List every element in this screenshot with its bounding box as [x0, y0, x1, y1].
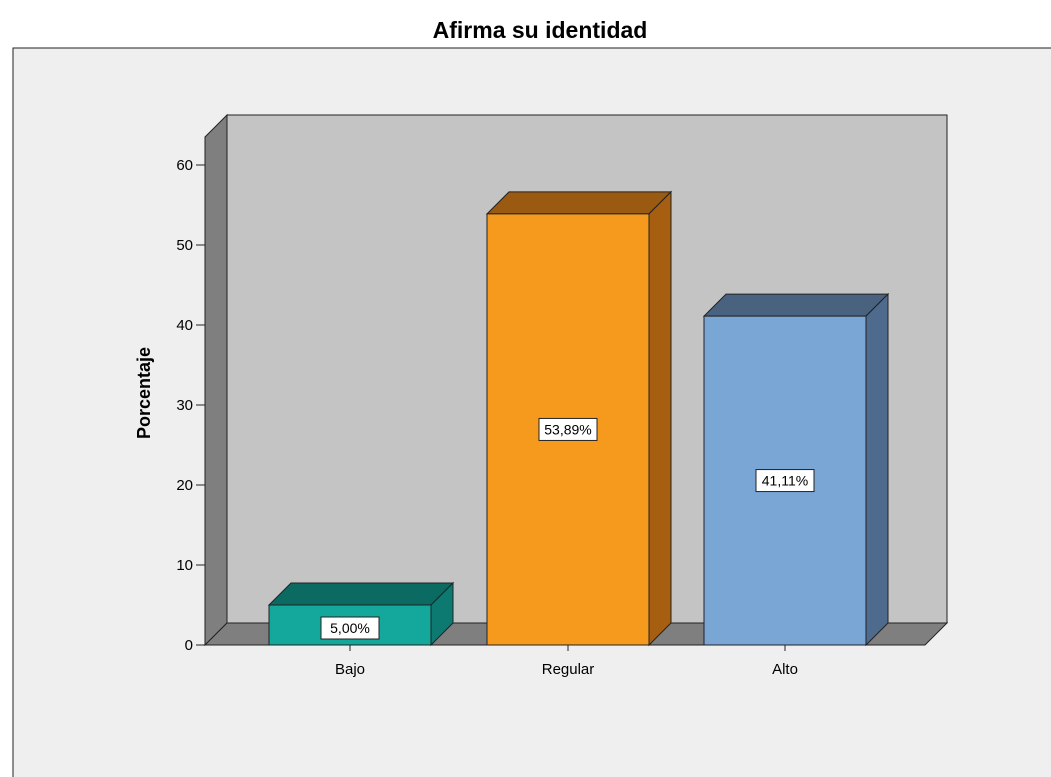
y-tick-label-0: 0 [185, 637, 193, 654]
data-label-box-regular [538, 417, 598, 441]
y-tick-label-40: 40 [176, 317, 193, 334]
y-tick-label-10: 10 [176, 557, 193, 574]
bar-top-bajo [267, 582, 455, 606]
bar-top-regular [485, 191, 673, 215]
x-tick-label-regular: Regular [542, 661, 595, 678]
y-tick-label-60: 60 [176, 157, 193, 174]
data-label-box-alto [755, 469, 815, 493]
y-tick-label-50: 50 [176, 237, 193, 254]
x-tick-label-bajo: Bajo [335, 661, 365, 678]
data-label-box-bajo [320, 616, 380, 640]
bar-top-alto [702, 293, 890, 317]
bar-side-alto [865, 292, 889, 647]
chart-title: Afirma su identidad [433, 17, 648, 43]
plot-area: 0 10 20 30 40 50 60 5,00% Bajo 53,89% Regular 41,11… [176, 113, 949, 678]
y-tick-label-30: 30 [176, 397, 193, 414]
side-wall [204, 113, 228, 647]
y-tick-label-20: 20 [176, 477, 193, 494]
data-label-regular: 53,89% [544, 421, 591, 437]
data-label-bajo: 5,00% [330, 620, 370, 636]
bar-side-regular [648, 190, 672, 647]
data-label-alto: 41,11% [762, 473, 808, 489]
x-tick-label-alto: Alto [772, 661, 798, 678]
y-axis-label: Porcentaje [134, 347, 154, 439]
